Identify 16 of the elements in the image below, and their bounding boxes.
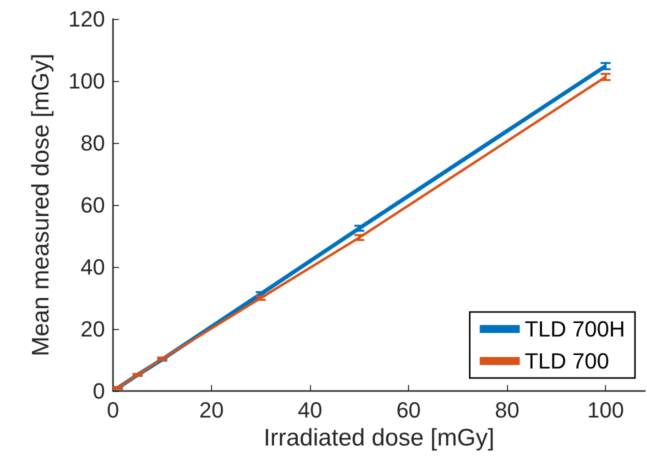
x-tick-label: 60: [396, 398, 421, 422]
y-tick-label: 100: [68, 68, 105, 94]
y-tick-label: 20: [80, 316, 105, 342]
y-tick-label: 40: [80, 254, 105, 280]
x-tick-label: 20: [199, 398, 224, 422]
y-tick-label: 0: [92, 378, 105, 404]
x-tick-label: 100: [587, 398, 624, 422]
x-tick-label: 40: [298, 398, 322, 422]
y-tick-label: 80: [80, 130, 105, 156]
x-tick-label: 80: [494, 398, 520, 422]
y-axis-title: Mean measured dose [mGy]: [28, 54, 54, 356]
y-tick-label: 120: [68, 6, 105, 32]
y-tick-label: 60: [80, 192, 105, 218]
legend-label: TLD 700H: [524, 316, 626, 342]
legend-label: TLD 700: [524, 348, 610, 374]
x-axis-title: Irradiated dose [mGy]: [264, 424, 494, 452]
